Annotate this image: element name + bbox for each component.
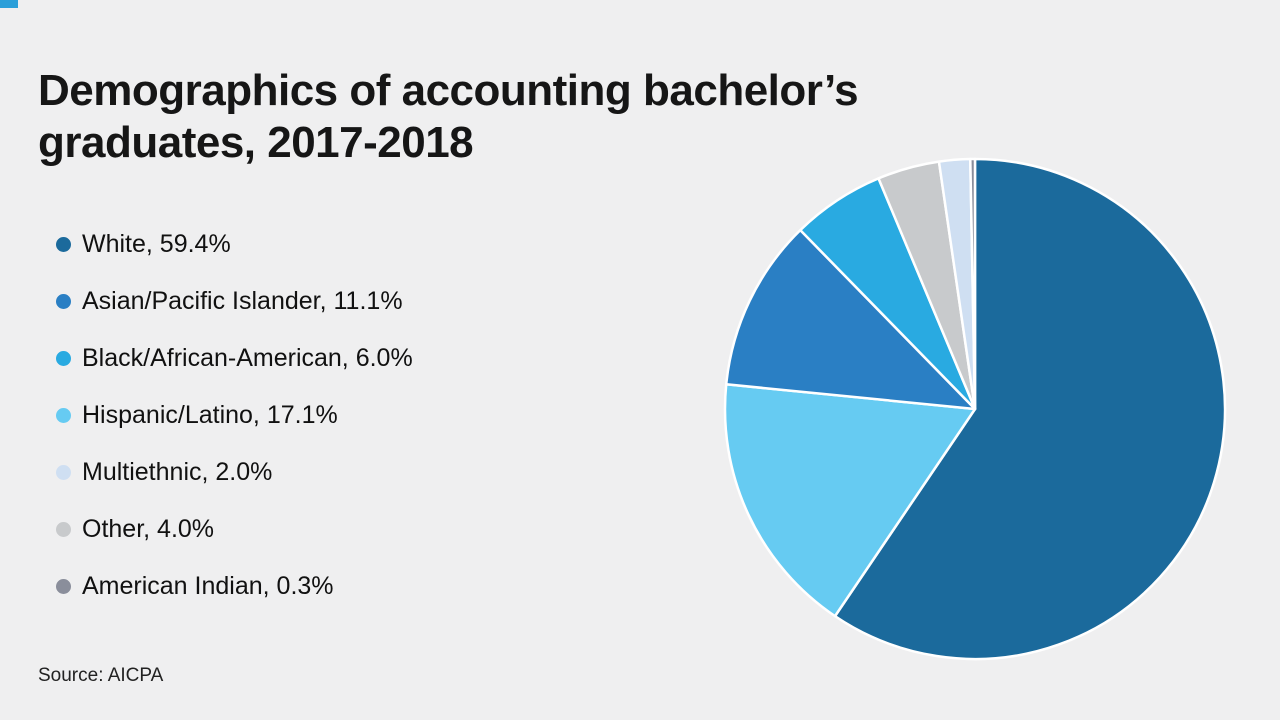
- chart-title: Demographics of accounting bachelor’s gr…: [38, 65, 1058, 169]
- legend-item-american-indian: American Indian, 0.3%: [56, 570, 413, 603]
- pie-slice-american-indian: [969, 157, 977, 411]
- legend-item-other: Other, 4.0%: [56, 513, 413, 546]
- legend-swatch-icon: [56, 408, 71, 423]
- pie-slice-hispanic-latino: [723, 383, 977, 618]
- legend-swatch-icon: [56, 522, 71, 537]
- source-note: Source: AICPA: [38, 665, 164, 686]
- legend-label: Multiethnic, 2.0%: [82, 458, 273, 486]
- pie-slice-white: [833, 157, 1227, 661]
- legend-label: Black/African-American, 6.0%: [82, 344, 413, 372]
- legend-label: Other, 4.0%: [82, 515, 215, 543]
- legend-swatch-icon: [56, 465, 71, 480]
- legend-item-black-african-american: Black/African-American, 6.0%: [56, 342, 413, 375]
- legend-swatch-icon: [56, 351, 71, 366]
- legend-swatch-icon: [56, 294, 71, 309]
- legend-label: American Indian, 0.3%: [82, 572, 334, 600]
- legend-item-hispanic-latino: Hispanic/Latino, 17.1%: [56, 399, 413, 432]
- pie-chart: [723, 157, 1227, 661]
- legend-item-multiethnic: Multiethnic, 2.0%: [56, 456, 413, 489]
- legend-label: Hispanic/Latino, 17.1%: [82, 401, 338, 429]
- legend-item-white: White, 59.4%: [56, 228, 413, 261]
- legend-swatch-icon: [56, 579, 71, 594]
- corner-accent: [0, 0, 18, 8]
- legend-swatch-icon: [56, 237, 71, 252]
- pie-chart-container: [722, 156, 1228, 662]
- pie-slice-asian-pacific-islander: [724, 228, 977, 411]
- chart-title-line1: Demographics of accounting bachelor’s: [38, 66, 859, 116]
- chart-title-line2: graduates, 2017-2018: [38, 118, 474, 168]
- legend-item-asian-pacific-islander: Asian/Pacific Islander, 11.1%: [56, 285, 413, 318]
- legend-label: Asian/Pacific Islander, 11.1%: [82, 287, 403, 315]
- legend-label: White, 59.4%: [82, 230, 231, 258]
- legend: White, 59.4% Asian/Pacific Islander, 11.1…: [56, 228, 413, 627]
